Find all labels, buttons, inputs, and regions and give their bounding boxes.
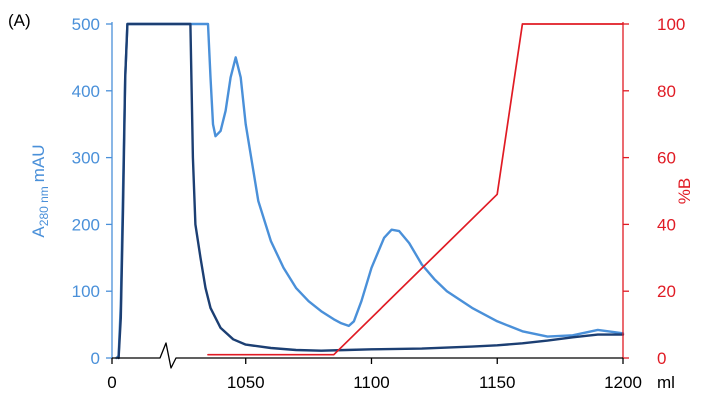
left-y-tick-label: 500 — [72, 15, 100, 34]
right-y-tick-label: 40 — [657, 215, 676, 234]
x-tick-label: 1100 — [353, 373, 390, 392]
left-y-tick-label: 200 — [72, 215, 100, 234]
left-y-tick-label: 300 — [72, 149, 100, 168]
x-tick-label: 1200 — [604, 373, 642, 392]
panel-label: (A) — [8, 11, 31, 30]
right-y-tick-label: 100 — [657, 15, 685, 34]
left-y-axis-title-subscript: 280 nm — [37, 186, 51, 226]
left-y-tick-label: 100 — [72, 282, 100, 301]
right-y-tick-label: 0 — [657, 349, 666, 368]
right-y-tick-label: 80 — [657, 82, 676, 101]
left-y-axis-title-unit: mAU — [29, 144, 48, 182]
x-tick-label: 1050 — [227, 373, 265, 392]
data-lines — [115, 22, 625, 360]
x-tick-label: 1150 — [479, 373, 516, 392]
left-y-tick-label: 400 — [72, 82, 100, 101]
left-y-axis-title-main: A — [29, 226, 48, 238]
x-axis-line-with-break — [112, 342, 623, 369]
axes — [106, 22, 629, 369]
dark-blue-absorbance-line — [117, 22, 625, 360]
red-percent-b-line — [207, 23, 624, 356]
left-y-tick-label: 0 — [91, 349, 100, 368]
x-axis-unit-label: ml — [657, 373, 675, 392]
light-blue-absorbance-line — [115, 22, 625, 360]
right-y-tick-label: 60 — [657, 149, 676, 168]
x-tick-label: 0 — [107, 373, 116, 392]
right-y-tick-label: 20 — [657, 282, 676, 301]
left-y-axis-title: A280 nm mAU — [29, 144, 51, 237]
right-y-axis-title: %B — [675, 178, 694, 204]
